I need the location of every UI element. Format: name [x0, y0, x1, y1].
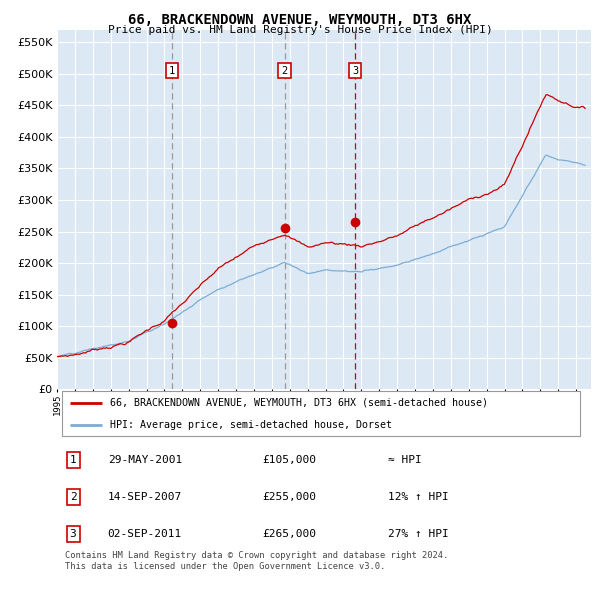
Text: 1: 1: [169, 65, 175, 76]
Text: 1: 1: [70, 455, 76, 466]
Text: 27% ↑ HPI: 27% ↑ HPI: [388, 529, 449, 539]
Text: HPI: Average price, semi-detached house, Dorset: HPI: Average price, semi-detached house,…: [110, 420, 392, 430]
Text: ≈ HPI: ≈ HPI: [388, 455, 422, 466]
Text: 66, BRACKENDOWN AVENUE, WEYMOUTH, DT3 6HX (semi-detached house): 66, BRACKENDOWN AVENUE, WEYMOUTH, DT3 6H…: [110, 398, 488, 408]
Text: 3: 3: [352, 65, 359, 76]
Text: 14-SEP-2007: 14-SEP-2007: [108, 492, 182, 502]
Text: 12% ↑ HPI: 12% ↑ HPI: [388, 492, 449, 502]
Text: 66, BRACKENDOWN AVENUE, WEYMOUTH, DT3 6HX: 66, BRACKENDOWN AVENUE, WEYMOUTH, DT3 6H…: [128, 13, 472, 27]
Text: £265,000: £265,000: [263, 529, 317, 539]
Text: £105,000: £105,000: [263, 455, 317, 466]
Text: 2: 2: [281, 65, 287, 76]
Text: £255,000: £255,000: [263, 492, 317, 502]
Text: Contains HM Land Registry data © Crown copyright and database right 2024.
This d: Contains HM Land Registry data © Crown c…: [65, 552, 448, 571]
Text: 2: 2: [70, 492, 76, 502]
FancyBboxPatch shape: [62, 391, 580, 436]
Text: Price paid vs. HM Land Registry's House Price Index (HPI): Price paid vs. HM Land Registry's House …: [107, 25, 493, 35]
Text: 29-MAY-2001: 29-MAY-2001: [108, 455, 182, 466]
Text: 3: 3: [70, 529, 76, 539]
Text: 02-SEP-2011: 02-SEP-2011: [108, 529, 182, 539]
